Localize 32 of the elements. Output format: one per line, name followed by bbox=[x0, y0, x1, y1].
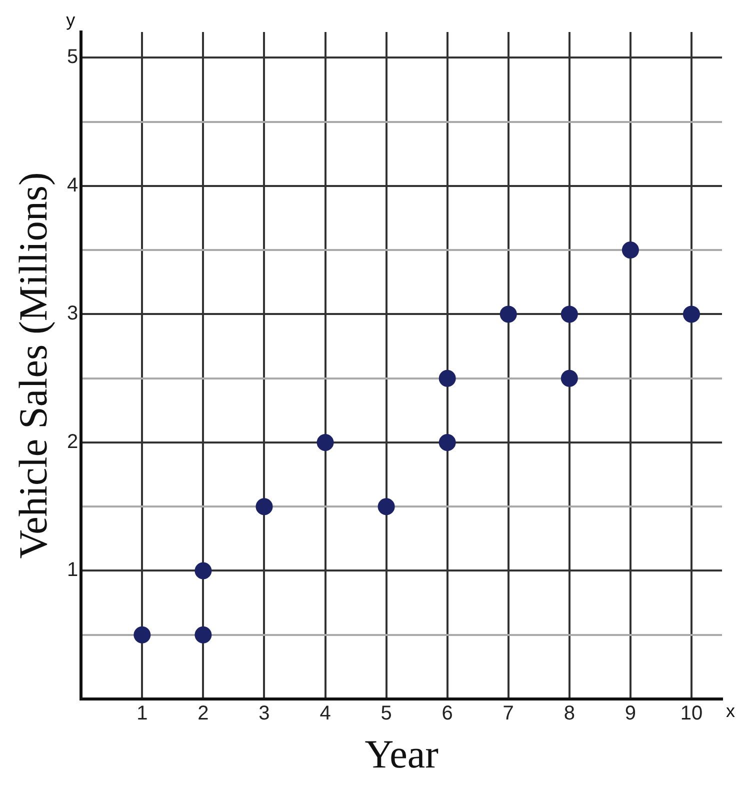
y-tick-label: 3 bbox=[67, 302, 78, 325]
x-tick-label: 10 bbox=[680, 702, 703, 725]
point bbox=[194, 562, 212, 580]
text: y bbox=[66, 10, 76, 30]
point bbox=[316, 434, 334, 451]
y-axis-title: Vehicle Sales (Millions) bbox=[10, 172, 56, 559]
point bbox=[622, 242, 639, 259]
point bbox=[134, 626, 151, 644]
x-tick-label: 2 bbox=[198, 702, 209, 725]
y-tick-label: 5 bbox=[67, 46, 78, 68]
y-tick-label: 1 bbox=[67, 559, 78, 582]
x-axis-title: Year bbox=[364, 732, 438, 776]
x-tick-label: 3 bbox=[258, 702, 270, 725]
point bbox=[682, 306, 700, 323]
point bbox=[438, 434, 456, 451]
point bbox=[194, 626, 212, 644]
point bbox=[560, 306, 578, 323]
point bbox=[560, 370, 578, 387]
point bbox=[438, 370, 456, 387]
point bbox=[500, 306, 517, 323]
text: x bbox=[726, 700, 735, 721]
x-tick-label: 7 bbox=[502, 702, 514, 725]
y-tick-label: 2 bbox=[67, 430, 78, 453]
x-tick-label: 9 bbox=[624, 702, 636, 725]
point bbox=[378, 498, 395, 516]
x-tick-label: 4 bbox=[320, 702, 331, 725]
x-tick-label: 1 bbox=[136, 702, 148, 725]
x-tick-label: 6 bbox=[442, 702, 453, 725]
point bbox=[256, 498, 273, 516]
y-tick-label: 4 bbox=[67, 174, 78, 196]
x-tick-label: 5 bbox=[380, 702, 392, 725]
x-tick-label: 8 bbox=[564, 702, 575, 725]
